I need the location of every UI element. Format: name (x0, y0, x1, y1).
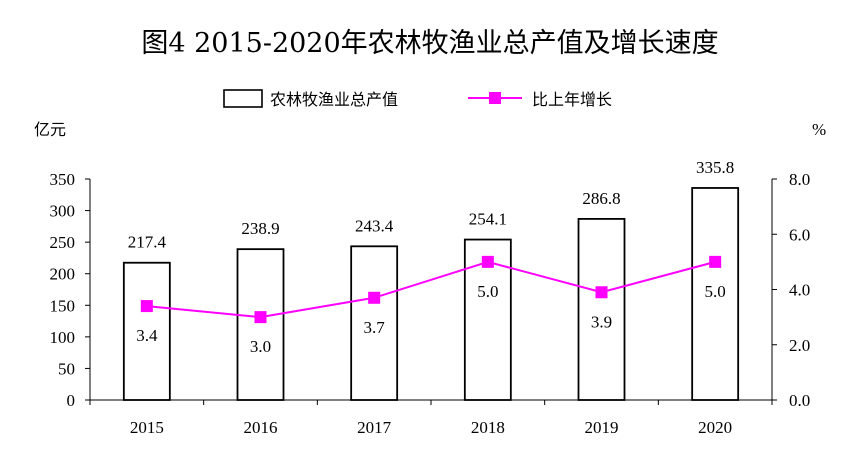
growth-marker (481, 255, 494, 268)
legend-bar-label: 农林牧渔业总产值 (270, 90, 398, 109)
bar-data-label: 243.4 (355, 216, 394, 235)
left-tick-label: 150 (50, 296, 76, 315)
growth-line (140, 255, 722, 324)
x-tick-label: 2019 (585, 418, 619, 437)
line-data-label: 3.4 (136, 326, 158, 345)
line-data-label: 5.0 (477, 282, 498, 301)
growth-polyline (146, 260, 716, 319)
left-tick-label: 250 (50, 233, 76, 252)
right-tick-label: 4.0 (789, 281, 810, 300)
x-tick-label: 2020 (698, 418, 732, 437)
left-tick-label: 200 (50, 265, 76, 284)
axes: 0 50 100 150 200 250 300 350 0.0 2.0 4.0 6.0 8.0 2015… (50, 170, 811, 437)
bar (122, 261, 171, 401)
bar-data-label: 335.8 (696, 158, 734, 177)
legend: 农林牧渔业总产值 比上年增长 (223, 89, 612, 109)
left-tick-label: 50 (58, 359, 75, 378)
right-tick-label: 8.0 (789, 170, 810, 189)
bar (577, 218, 626, 401)
bar-data-label: 254.1 (469, 210, 507, 229)
x-tick-label: 2016 (244, 418, 278, 437)
line-data-label: 5.0 (705, 282, 726, 301)
bar-data-label: 286.8 (582, 189, 620, 208)
growth-marker (595, 286, 608, 299)
left-axis-unit: 亿元 (34, 120, 66, 139)
left-tick-label: 0 (67, 391, 76, 410)
data-labels: 217.4 238.9 243.4 254.1 286.8 335.8 3.4 3.0 3.7 5… (128, 158, 735, 356)
chart-title: 图4 2015-2020年农林牧渔业总产值及增长速度 (141, 28, 718, 59)
legend-bar-swatch (223, 89, 263, 108)
x-tick-label: 2017 (357, 418, 392, 437)
line-data-label: 3.7 (364, 318, 386, 337)
growth-marker (140, 300, 153, 313)
bar (236, 248, 285, 401)
growth-marker (254, 311, 267, 324)
line-data-label: 3.0 (250, 337, 271, 356)
legend-line-marker (489, 92, 501, 104)
legend-line-label: 比上年增长 (532, 90, 612, 109)
right-tick-label: 0.0 (789, 391, 810, 410)
left-tick-label: 350 (50, 170, 76, 189)
line-data-label: 3.9 (591, 312, 612, 331)
left-tick-label: 100 (50, 328, 76, 347)
bar (691, 187, 740, 401)
bar-data-label: 238.9 (241, 219, 279, 238)
growth-marker (368, 291, 381, 304)
right-axis-unit: % (812, 120, 826, 139)
x-tick-label: 2018 (471, 418, 505, 437)
x-tick-label: 2015 (130, 418, 164, 437)
growth-marker (709, 255, 722, 268)
left-tick-label: 300 (50, 202, 76, 221)
right-tick-label: 2.0 (789, 336, 810, 355)
bar (350, 245, 399, 401)
right-tick-label: 6.0 (789, 225, 810, 244)
bars (122, 187, 740, 401)
bar-data-label: 217.4 (128, 233, 167, 252)
